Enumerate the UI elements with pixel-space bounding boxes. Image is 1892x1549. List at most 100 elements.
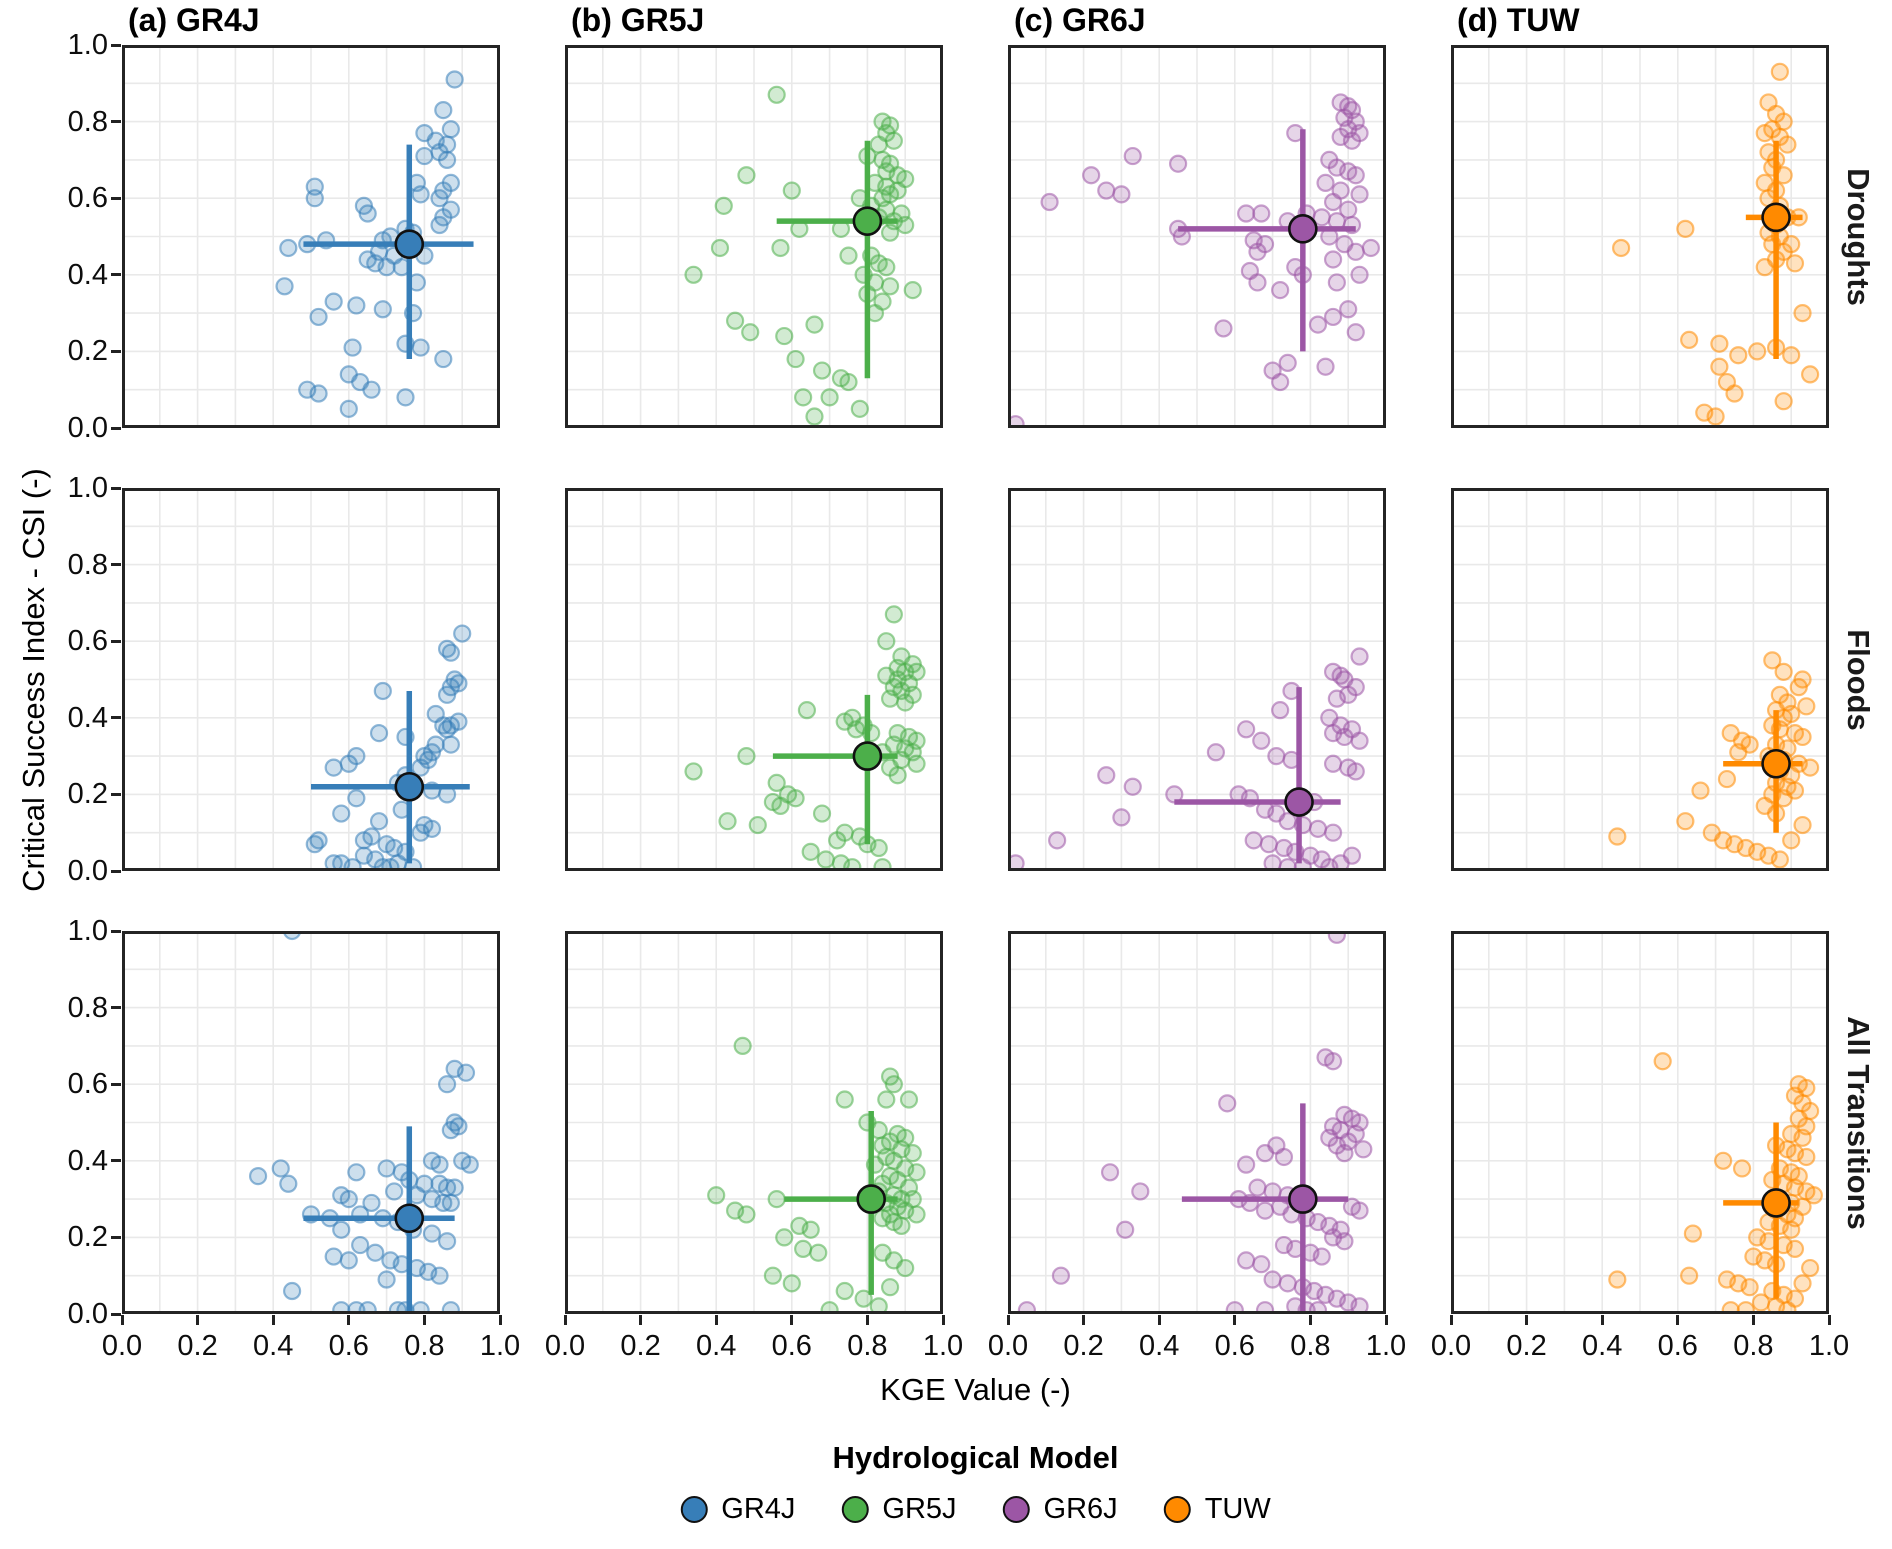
legend-swatch-gr6j-icon [1002,1496,1030,1523]
scatter-point [1763,651,1782,670]
scatter-point [1732,1159,1752,1178]
scatter-point [385,1182,404,1201]
scatter-point [1793,815,1812,835]
scatter-point [369,724,389,743]
scatter-point [1248,273,1267,292]
scatter-point [437,1075,457,1094]
y-axis-tick [111,716,121,720]
x-axis-tick-label: 0.4 [253,1330,294,1362]
scatter-point [332,1220,351,1239]
scatter-point [1339,300,1358,319]
scatter-point [1327,689,1346,708]
x-axis-tick [1308,1315,1312,1325]
scatter-point [684,762,703,781]
scatter-point [1248,242,1267,261]
legend-swatch-tuw-icon [1163,1496,1191,1523]
panel-gr5j-all-transitions [565,931,943,1314]
scatter-point [896,215,915,235]
scatter-point [737,747,756,766]
y-axis-tick [111,486,121,490]
scatter-point [741,323,760,342]
scatter-point [377,1159,396,1178]
scatter-point [437,685,457,704]
scatter-point [880,689,900,708]
mean-point [1761,748,1791,779]
scatter-point [430,1155,449,1174]
scatter-point [835,1090,854,1109]
scatter-point [1350,731,1369,750]
y-axis-tick [111,426,121,430]
scatter-point [907,754,926,773]
scatter-point [1237,204,1256,223]
scatter-point [748,815,767,835]
x-axis-tick-label: 0.4 [1139,1330,1180,1362]
scatter-point [782,181,801,200]
x-axis-tick-label: 0.2 [1063,1330,1104,1362]
y-axis-tick-label: 0.0 [67,412,108,444]
scatter-point [1259,835,1278,854]
scatter-point [1169,154,1188,173]
scatter-point [1271,281,1290,300]
scatter-point [1354,1140,1373,1159]
y-axis-tick [111,929,121,933]
scatter-point [1278,1274,1297,1293]
x-axis-tick-label: 0.6 [328,1330,369,1362]
scatter-point [369,812,389,831]
scatter-point [1097,181,1116,200]
scatter-point [445,70,464,89]
scatter-point [1714,1151,1733,1170]
scatter-point [899,1090,919,1109]
scatter-point [1801,1258,1820,1278]
scatter-point [1706,407,1725,426]
scatter-point [828,831,847,850]
scatter-point [437,150,457,170]
scatter-point [1676,812,1695,831]
scatter-point [880,277,900,296]
scatter-point [854,1289,873,1308]
scatter-point [275,277,294,296]
scatter-point [1801,758,1820,777]
scatter-point [782,1274,801,1293]
scatter-point [850,399,869,418]
scatter-point [1789,678,1808,697]
scatter-point [1335,1144,1354,1163]
scatter-point [733,1036,752,1056]
scatter-point [1248,1178,1267,1197]
legend-label-gr5j: GR5J [882,1493,957,1525]
legend-title: Hydrological Model [832,1440,1119,1475]
scatter-point [869,838,888,858]
scatter-point [835,1281,854,1301]
x-axis-tick-label: 1.0 [1808,1330,1850,1362]
scatter-point [1683,1224,1703,1243]
scatter-point [373,681,392,701]
scatter-point [339,1251,358,1270]
scatter-point [339,399,358,418]
legend-item-tuw: TUW [1163,1495,1271,1524]
scatter-point [1797,1147,1816,1167]
scatter-point [373,300,392,319]
scatter-point [880,1278,900,1297]
scatter-point [1350,185,1369,204]
x-axis-tick [1827,1315,1831,1325]
scatter-point [309,384,328,403]
x-axis-tick-label: 0.6 [1657,1330,1698,1362]
legend-label-gr6j: GR6J [1043,1493,1118,1525]
scatter-point [710,238,730,258]
y-axis-tick-label: 0.4 [67,701,108,734]
scatter-point [396,388,415,407]
scatter-point [1729,743,1748,762]
scatter-point [441,643,460,662]
y-axis-tick [111,43,121,47]
y-axis-tick [111,1082,121,1086]
scatter-point [1082,166,1101,185]
y-axis-tick [111,349,121,353]
scatter-point [1263,1270,1282,1289]
scatter-point [377,258,396,277]
scatter-point [445,1178,464,1197]
scatter-point [801,1220,820,1239]
scatter-point [1323,307,1343,327]
scatter-point [1335,727,1354,747]
scatter-point [794,388,813,407]
y-axis-tick-label: 0.8 [67,991,108,1024]
